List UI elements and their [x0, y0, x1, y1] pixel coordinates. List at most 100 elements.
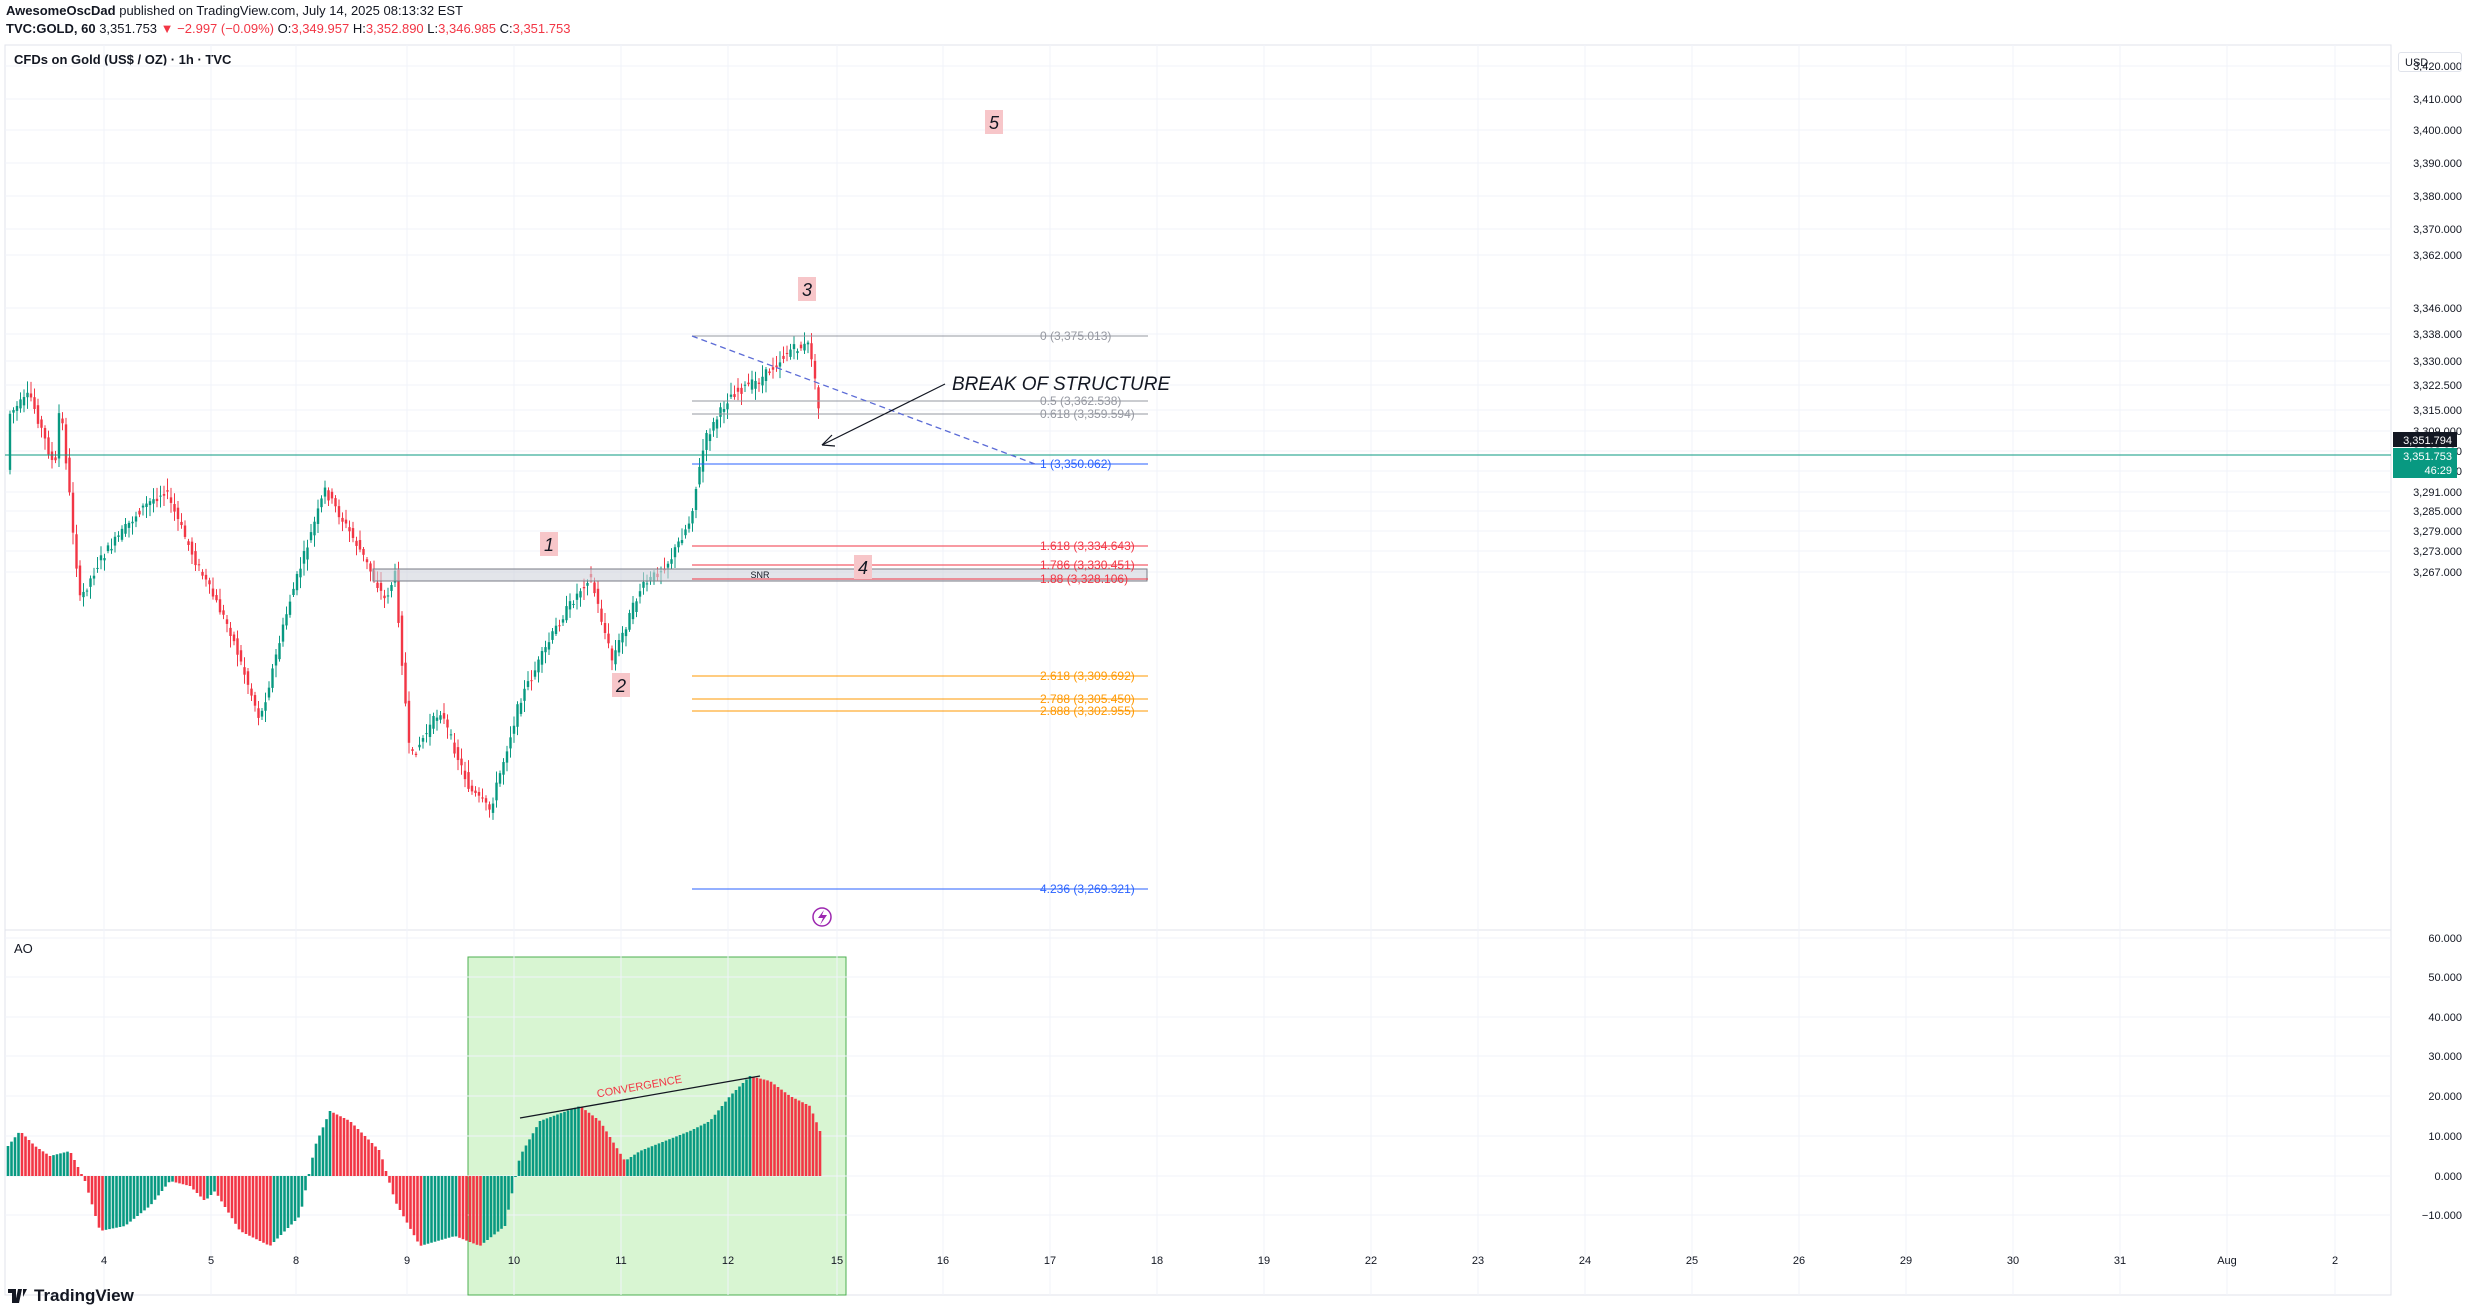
wave-label-3[interactable]: 3	[798, 277, 816, 301]
ao-bar	[87, 1176, 90, 1193]
candle-body	[404, 662, 407, 704]
candle-body	[764, 369, 768, 381]
event-icon[interactable]	[812, 907, 832, 927]
time-tick-label: 5	[208, 1255, 214, 1267]
ao-bar	[346, 1119, 349, 1176]
candle-body	[302, 551, 306, 564]
candle-body	[628, 613, 631, 630]
ao-bar	[101, 1176, 104, 1231]
ao-tick-label: 30.000	[2428, 1051, 2462, 1063]
candle-body	[719, 407, 722, 417]
time-axis[interactable]: 4 5 8 9 10 11 12 15 16 17 18 19 22 23 24 25 26 29 30 31 Aug 2	[101, 1255, 2338, 1267]
symbol-name[interactable]: TVC:GOLD, 60	[6, 21, 96, 36]
publisher-name[interactable]: AwesomeOscDad	[6, 3, 116, 18]
ao-bar	[451, 1176, 454, 1237]
time-tick-label: 8	[293, 1255, 299, 1267]
break-of-structure-label[interactable]: BREAK OF STRUCTURE	[952, 374, 1171, 395]
time-tick-label: 4	[101, 1255, 107, 1267]
convergence-line[interactable]	[519, 1075, 761, 1119]
candle-body	[621, 632, 624, 643]
candle-body	[729, 394, 733, 397]
ao-bar	[52, 1155, 55, 1176]
time-tick-label: 26	[1793, 1255, 1805, 1267]
ao-bar	[118, 1176, 122, 1227]
ao-bar	[612, 1142, 615, 1176]
ao-bar	[710, 1119, 713, 1176]
candle-body	[99, 555, 103, 561]
candle-body	[253, 695, 257, 706]
ao-tick-label: 20.000	[2428, 1091, 2462, 1103]
ao-bar	[325, 1119, 328, 1176]
candle-body	[341, 517, 344, 522]
trend-line[interactable]	[691, 335, 1036, 465]
currency-button[interactable]: USD	[2398, 52, 2462, 72]
ao-bar	[591, 1115, 594, 1176]
candle-body	[236, 638, 239, 655]
candle-body	[670, 559, 673, 564]
time-tick-label: 29	[1900, 1255, 1912, 1267]
ao-bar	[706, 1122, 710, 1176]
ao-bar	[430, 1176, 433, 1243]
ao-bar	[230, 1176, 234, 1219]
fib-level-label: 1.88 (3,328.106)	[1040, 572, 1128, 586]
candle-body	[54, 457, 57, 461]
candle-body	[334, 498, 337, 507]
wave-label-5[interactable]: 5	[985, 110, 1003, 134]
ao-bar	[741, 1083, 745, 1176]
ao-bar	[321, 1127, 325, 1176]
candle-body	[201, 571, 204, 576]
wave-label-4[interactable]: 4	[854, 555, 872, 579]
fibonacci-extension[interactable]: 0 (3,375.013) 0.5 (3,362.538)0.618 (3,359…	[692, 329, 1148, 896]
candle-body	[701, 450, 705, 472]
ao-bar	[804, 1104, 808, 1176]
wave-label-2[interactable]: 2	[612, 673, 630, 697]
ao-bar	[486, 1176, 489, 1240]
tradingview-logo[interactable]: TradingView	[8, 1286, 134, 1306]
ao-bar	[419, 1176, 423, 1246]
highlight-box[interactable]	[467, 956, 847, 1296]
price-tick-label: 3,267.000	[2413, 567, 2462, 579]
candle-body	[540, 651, 544, 665]
candle-body	[344, 519, 348, 524]
candle-body	[488, 804, 491, 810]
candle-body	[530, 680, 533, 682]
ao-bar	[297, 1176, 300, 1218]
wave-label-1[interactable]: 1	[540, 532, 558, 556]
ao-bar	[745, 1079, 748, 1176]
candle-body	[138, 510, 141, 515]
ao-bar	[223, 1176, 227, 1207]
ao-bar	[808, 1105, 811, 1176]
ao-bar	[682, 1133, 685, 1176]
ao-bar	[265, 1176, 269, 1245]
fib-level-label: 2.888 (3,302.955)	[1040, 704, 1135, 718]
candle-body	[320, 498, 323, 508]
candle-body	[789, 349, 792, 357]
ao-bar	[598, 1120, 601, 1176]
ao-bar	[73, 1160, 76, 1176]
candle-body	[365, 559, 369, 563]
ao-bar	[545, 1118, 549, 1176]
price-tick-label: 3,330.000	[2413, 356, 2462, 368]
ao-tick-label: 60.000	[2428, 933, 2462, 945]
time-tick-label: 2	[2332, 1255, 2338, 1267]
ao-axis[interactable]: 60.000 50.000 40.000 30.000 20.000 10.000 0.00…	[2422, 933, 2462, 1222]
candle-body	[124, 523, 127, 534]
price-axis[interactable]: 3,420.000 3,410.000 3,400.000 3,390.000 3,38…	[2413, 61, 2462, 579]
bos-arrow-line[interactable]	[821, 383, 946, 446]
candle-body	[505, 751, 509, 763]
candle-body	[775, 365, 778, 368]
candle-body	[92, 575, 96, 579]
candle-body	[134, 516, 138, 522]
candle-body	[316, 508, 320, 524]
candle-body	[418, 744, 421, 748]
candle-body	[183, 525, 187, 537]
ao-bar	[731, 1093, 734, 1176]
ao-bar	[311, 1157, 314, 1176]
snr-zone[interactable]	[372, 568, 1148, 582]
candle-body	[708, 434, 712, 442]
ao-bar	[619, 1153, 622, 1176]
candle-body	[411, 749, 414, 751]
ao-bar	[69, 1153, 73, 1176]
candle-body	[330, 491, 334, 499]
